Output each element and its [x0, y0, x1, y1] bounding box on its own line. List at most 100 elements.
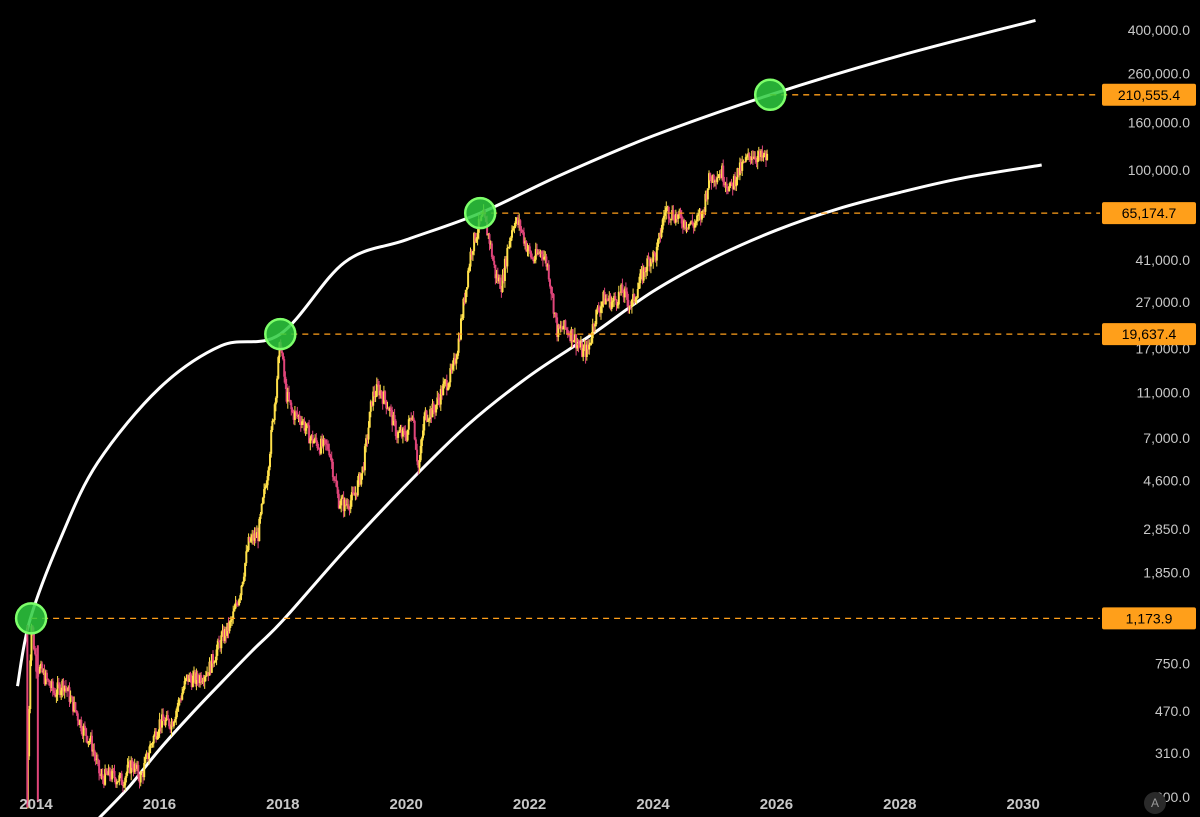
candle-body: [164, 720, 167, 726]
candle-body: [127, 761, 130, 765]
candle-body: [204, 675, 207, 677]
candle-body: [74, 702, 77, 711]
candle-body: [148, 753, 150, 759]
candle-body: [130, 760, 133, 774]
candle-body: [727, 188, 729, 192]
candle-body: [100, 774, 103, 776]
candle-body: [374, 396, 377, 398]
candle-body: [42, 670, 45, 673]
candle-body: [359, 473, 362, 485]
candle-body: [747, 153, 750, 157]
candle-body: [372, 391, 375, 406]
candle-body: [409, 418, 411, 420]
candle-body: [277, 357, 280, 379]
candle-body: [553, 312, 556, 314]
candle-body: [740, 162, 742, 171]
candle-body: [652, 251, 655, 263]
candle-body: [756, 155, 759, 163]
candle-body: [353, 493, 356, 496]
y-tick-label: 41,000.0: [1136, 252, 1191, 268]
bands-layer: [16, 18, 1042, 817]
peak-marker-circle: [264, 317, 297, 351]
candle-body: [761, 150, 764, 158]
candle-body: [163, 721, 166, 726]
candle-body: [335, 479, 338, 487]
candle-body: [157, 731, 160, 737]
candle-body: [594, 324, 597, 327]
y-tick-label: 2,850.0: [1143, 521, 1190, 537]
candle-body: [450, 368, 453, 370]
candle-body: [413, 420, 416, 440]
candle-body: [585, 344, 588, 357]
price-label-text: 19,637.4: [1122, 326, 1177, 342]
candle-body: [583, 345, 586, 349]
candle-body: [94, 754, 97, 761]
candle-body: [591, 324, 594, 339]
candle-body: [503, 258, 506, 281]
candle-body: [328, 449, 331, 456]
candle-body: [411, 417, 414, 420]
auto-scale-button[interactable]: A: [1144, 792, 1166, 814]
candle-body: [706, 188, 709, 200]
candle-body: [390, 408, 392, 411]
candle-body: [492, 256, 495, 261]
candle-body: [698, 213, 701, 215]
candle-body: [661, 219, 664, 230]
candle-body: [467, 270, 470, 288]
candle-body: [604, 298, 607, 305]
candle-body: [49, 685, 52, 688]
candle-body: [219, 642, 222, 649]
candle-body: [590, 338, 593, 343]
candle-body: [633, 294, 636, 302]
candle-body: [289, 399, 292, 403]
candle-body: [134, 763, 137, 769]
candle-body: [212, 654, 214, 664]
candle-body: [721, 165, 724, 178]
candle-body: [293, 411, 296, 420]
candle-body: [412, 417, 415, 421]
candle-body: [108, 768, 111, 777]
candle-body: [252, 534, 255, 541]
y-tick-label: 27,000.0: [1136, 294, 1191, 310]
candle-body: [748, 153, 751, 157]
candle-body: [111, 769, 114, 780]
candle-body: [426, 420, 429, 422]
candle-body: [696, 215, 699, 222]
candle-body: [406, 429, 409, 441]
candle-body: [234, 602, 237, 609]
candle-body: [674, 214, 677, 223]
candle-body: [62, 680, 65, 692]
candle-body: [171, 721, 174, 727]
candle-body: [348, 508, 351, 510]
candle-body: [735, 179, 738, 187]
candle-body: [169, 726, 172, 730]
candle-body: [550, 286, 553, 294]
candle-body: [445, 380, 448, 390]
price-label-box: [1102, 202, 1196, 225]
candle-body: [703, 210, 706, 212]
candle-body: [476, 232, 479, 239]
candle-body: [324, 440, 327, 444]
candle-body: [259, 513, 262, 519]
price-label-box: [1102, 83, 1196, 106]
x-tick-label: 2024: [636, 796, 670, 813]
candle-body: [44, 672, 47, 684]
candle-body: [54, 693, 57, 697]
price-label-text: 210,555.4: [1118, 87, 1180, 103]
candle-body: [496, 274, 499, 282]
candle-body: [519, 220, 522, 229]
candle-body: [466, 287, 468, 290]
candle-body: [700, 211, 703, 220]
candle-body: [609, 295, 612, 309]
y-tick-label: 470.0: [1155, 703, 1190, 719]
candle-body: [539, 251, 542, 254]
candle-body: [367, 427, 370, 440]
candle-body: [240, 585, 243, 596]
candle-body: [520, 228, 523, 231]
candle-body: [341, 497, 344, 499]
candle-body: [468, 266, 471, 271]
candle-body: [565, 328, 568, 330]
peak-marker-circle: [463, 196, 497, 230]
price-label-text: 65,174.7: [1122, 205, 1177, 221]
candle-body: [734, 176, 737, 187]
